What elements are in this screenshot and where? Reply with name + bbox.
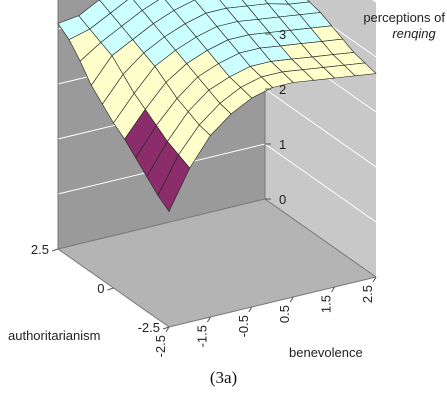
z-tick-label: 3 (279, 27, 286, 42)
x-tick (289, 296, 294, 303)
surface-cell (343, 62, 377, 77)
y-tick (51, 248, 59, 252)
surface-chart: 012345-2.5-1.5-0.50.51.52.52.50-2.5benev… (8, 0, 445, 360)
y-tick (162, 326, 170, 330)
x-tick (165, 326, 170, 333)
y-tick-label: -2.5 (138, 320, 160, 335)
z-tick-label: 1 (279, 137, 286, 152)
z-tick-label: 0 (279, 192, 286, 207)
floor (58, 199, 376, 327)
x-tick-label: 1.5 (319, 295, 334, 313)
y-tick-label: 2.5 (31, 242, 49, 257)
x-tick-label: -2.5 (153, 335, 168, 357)
x-axis-title: benevolence (289, 345, 363, 360)
y-tick-label: 0 (97, 281, 104, 296)
y-tick (107, 287, 114, 291)
x-tick-label: 0.5 (277, 305, 292, 323)
x-tick (206, 316, 211, 323)
x-tick-label: 2.5 (360, 285, 375, 303)
x-tick-label: -0.5 (236, 315, 251, 337)
x-tick (372, 276, 377, 283)
y-axis-title: authoritarianism (8, 328, 101, 343)
x-tick-label: -1.5 (194, 325, 209, 347)
wall-edge (57, 0, 377, 278)
z-axis-title: perceptions of (363, 10, 445, 25)
floor-edge (168, 276, 377, 328)
z-tick-label: 2 (279, 82, 286, 97)
x-tick (331, 286, 336, 293)
z-axis-title-italic: renqing (392, 26, 436, 41)
figure-caption: (3a) (209, 368, 238, 387)
x-tick (248, 306, 253, 313)
